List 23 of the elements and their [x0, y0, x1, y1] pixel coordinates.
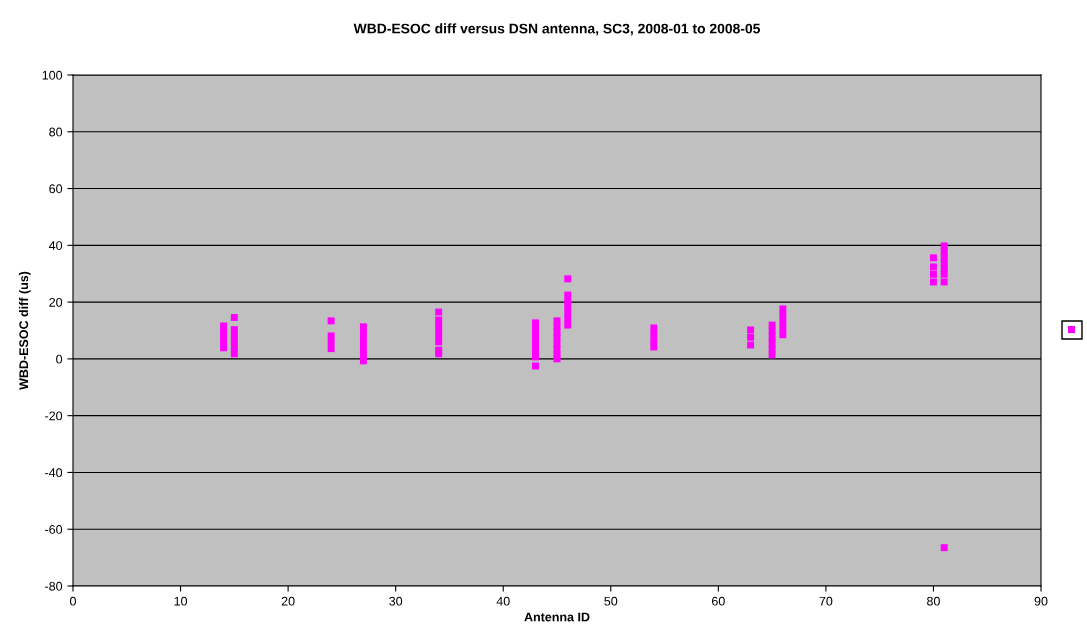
y-tick-label: -40 — [45, 468, 63, 478]
y-tick-label: 0 — [56, 354, 63, 364]
y-tick-label: 100 — [42, 70, 63, 80]
y-tick-label: 20 — [49, 297, 63, 307]
y-tick-label: -20 — [45, 411, 63, 421]
x-tick-label: 30 — [389, 596, 403, 606]
y-tick-label: 80 — [49, 127, 63, 137]
x-tick-label: 10 — [174, 596, 188, 606]
x-tick-label: 40 — [496, 596, 510, 606]
x-tick-label: 80 — [927, 596, 940, 606]
y-axis-title: WBD-ESOC diff (us) — [18, 271, 31, 390]
x-axis-title: Antenna ID — [524, 612, 590, 622]
x-tick-label: 90 — [1034, 596, 1048, 606]
x-tick-label: 50 — [604, 596, 618, 606]
chart-title: WBD-ESOC diff versus DSN antenna, SC3, 2008-01 to 2008-05 — [353, 23, 761, 36]
y-tick-label: 60 — [49, 184, 63, 194]
y-tick-label: -80 — [45, 581, 63, 591]
y-tick-label: -60 — [45, 525, 63, 534]
x-tick-label: 70 — [819, 596, 833, 606]
x-tick-label: 20 — [281, 596, 295, 606]
x-tick-label: 60 — [712, 596, 725, 606]
x-tick-label: 0 — [70, 596, 76, 606]
y-tick-label: 40 — [48, 241, 63, 250]
